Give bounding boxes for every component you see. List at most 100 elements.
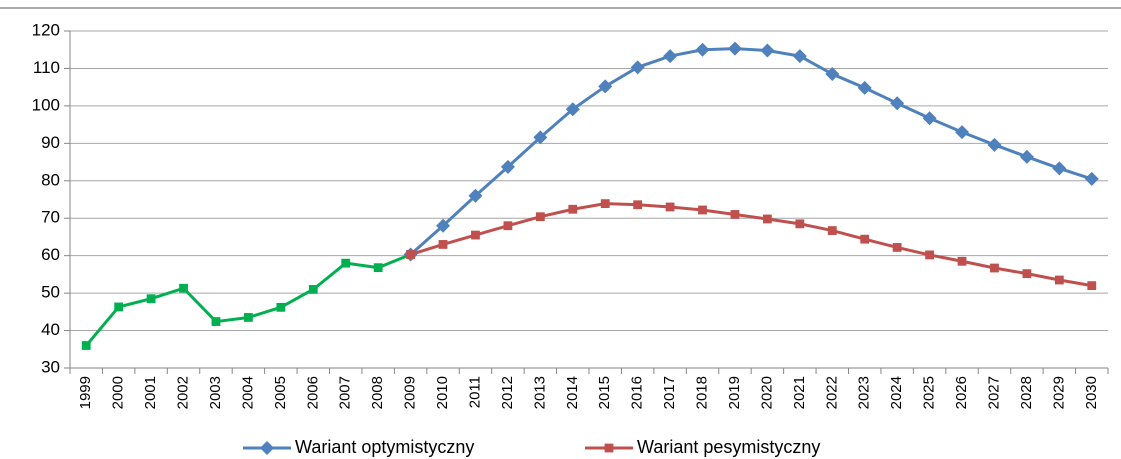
series-line <box>409 47 1093 256</box>
x-tick-label: 2022 <box>823 376 840 409</box>
point <box>727 41 742 56</box>
x-tick-label: 2004 <box>239 376 256 409</box>
legend-marker <box>260 441 274 455</box>
point <box>925 250 934 260</box>
point <box>987 137 1002 152</box>
x-tick-label: 2011 <box>466 376 483 408</box>
point <box>663 49 678 64</box>
point <box>825 67 840 82</box>
point <box>1022 269 1032 279</box>
x-tick-label: 2026 <box>953 376 970 409</box>
point <box>795 219 805 229</box>
x-tick-label: 2015 <box>596 376 613 409</box>
point <box>730 210 740 219</box>
point <box>922 111 937 126</box>
x-tick-label: 2027 <box>985 376 1002 409</box>
legend-marker <box>604 443 614 453</box>
x-tick-label: 2030 <box>1083 376 1100 409</box>
point <box>471 230 480 240</box>
x-tick-label: 2009 <box>402 376 419 409</box>
x-tick-label: 2003 <box>207 376 224 409</box>
x-tick-label: 2002 <box>175 376 192 409</box>
point <box>665 202 675 212</box>
point <box>957 256 967 266</box>
legend-label: Wariant pesymistyczny <box>637 437 820 457</box>
point <box>211 317 221 326</box>
series-line <box>410 202 1093 288</box>
point <box>860 234 870 244</box>
y-tick-label: 30 <box>41 357 60 376</box>
x-tick-label: 2019 <box>726 376 743 409</box>
point <box>341 258 351 268</box>
point <box>565 102 580 117</box>
legend-label: Wariant optymistyczny <box>295 437 474 457</box>
point <box>890 96 905 111</box>
x-tick-label: 2000 <box>110 376 127 409</box>
point <box>114 302 124 312</box>
y-tick-label: 90 <box>41 133 60 152</box>
point <box>276 302 286 312</box>
point <box>990 263 999 273</box>
y-tick-label: 80 <box>41 170 60 189</box>
point <box>533 130 548 145</box>
point <box>1087 281 1097 291</box>
x-tick-label: 2017 <box>661 376 678 409</box>
x-tick-label: 2008 <box>369 376 386 409</box>
point <box>1054 275 1064 285</box>
point <box>600 199 610 209</box>
x-tick-label: 2028 <box>1018 376 1035 409</box>
point <box>179 283 188 293</box>
point <box>468 188 483 203</box>
point <box>568 204 578 214</box>
x-tick-label: 2012 <box>499 376 516 409</box>
point <box>598 79 613 94</box>
point <box>1019 149 1034 164</box>
point <box>695 42 710 57</box>
y-tick-label: 40 <box>41 320 60 339</box>
point <box>698 205 707 215</box>
point <box>308 284 318 294</box>
point <box>436 218 451 233</box>
x-tick-label: 2023 <box>856 376 873 409</box>
point <box>146 294 156 304</box>
y-tick-label: 120 <box>32 20 60 39</box>
x-tick-label: 2020 <box>758 376 775 409</box>
point <box>81 341 91 350</box>
x-tick-label: 2001 <box>142 376 159 409</box>
y-tick-label: 60 <box>41 245 60 264</box>
point <box>438 240 448 249</box>
point <box>244 313 253 322</box>
point <box>1052 161 1067 176</box>
y-tick-label: 50 <box>41 283 60 302</box>
x-tick-label: 2029 <box>1050 376 1067 409</box>
point <box>500 159 515 174</box>
point <box>857 80 872 95</box>
point <box>373 263 383 273</box>
x-tick-label: 2010 <box>434 376 451 409</box>
y-tick-label: 110 <box>33 58 60 77</box>
x-tick-label: 2018 <box>694 376 711 409</box>
point <box>827 226 837 235</box>
y-tick-label: 100 <box>32 95 60 114</box>
x-tick-label: 2006 <box>304 376 321 409</box>
point <box>503 221 513 231</box>
x-tick-label: 2016 <box>629 376 646 409</box>
point <box>955 125 970 140</box>
y-tick-label: 70 <box>41 208 60 227</box>
point <box>406 250 415 259</box>
point <box>630 60 645 75</box>
x-tick-label: 2021 <box>791 376 808 409</box>
point <box>633 200 643 210</box>
point <box>1084 171 1099 186</box>
x-tick-label: 1999 <box>77 376 94 409</box>
series-line <box>85 253 412 347</box>
point <box>763 214 772 224</box>
x-tick-label: 2013 <box>531 376 548 409</box>
point <box>792 49 807 64</box>
x-tick-label: 2024 <box>888 376 905 409</box>
point <box>892 243 902 252</box>
x-tick-label: 2014 <box>564 376 581 409</box>
x-tick-label: 2007 <box>337 376 354 409</box>
point <box>535 212 545 222</box>
